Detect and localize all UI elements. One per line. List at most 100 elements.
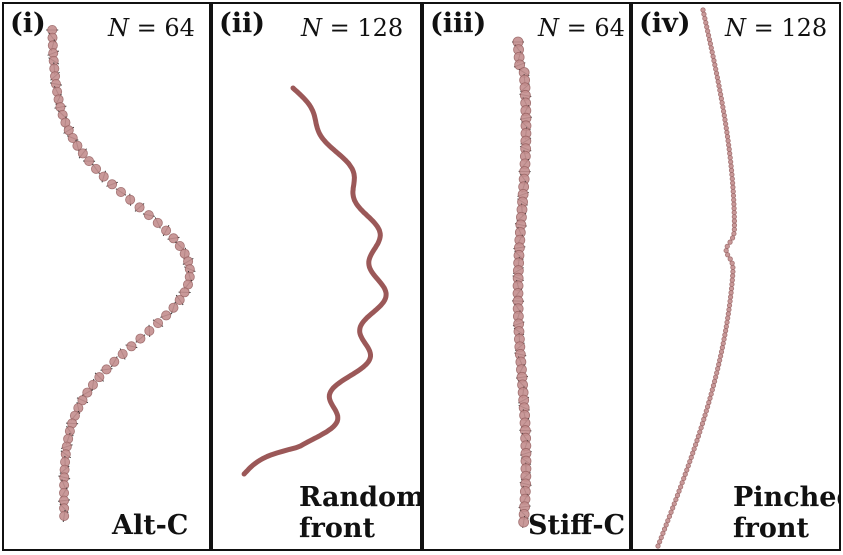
bead	[682, 471, 688, 477]
bead	[727, 239, 733, 245]
bead	[720, 340, 726, 347]
bead	[716, 361, 722, 368]
bead	[709, 49, 715, 55]
bead	[685, 463, 691, 469]
bead	[699, 421, 706, 427]
bead	[661, 526, 668, 532]
bead	[730, 188, 736, 195]
bead	[729, 176, 735, 182]
bead	[658, 534, 664, 541]
bead	[728, 290, 734, 296]
bead	[705, 28, 711, 34]
random-front-curve	[241, 85, 389, 477]
bead	[731, 218, 738, 224]
bead	[701, 11, 707, 17]
bead	[725, 315, 731, 321]
bead	[161, 310, 172, 321]
bead	[710, 53, 716, 60]
bead	[695, 433, 701, 439]
bead	[729, 171, 735, 178]
bead	[714, 370, 720, 376]
bead	[713, 374, 719, 380]
bead	[704, 24, 710, 30]
bead	[98, 171, 109, 182]
bead	[721, 112, 727, 119]
bead	[730, 269, 736, 275]
bead	[724, 319, 730, 325]
bead	[723, 247, 729, 254]
bead	[731, 197, 737, 203]
n-label-iv: N = 128	[725, 14, 828, 42]
bead	[168, 233, 179, 244]
caption-pinched-front: Pinched front	[733, 482, 839, 544]
bead	[663, 522, 669, 528]
bead	[692, 442, 699, 448]
bead	[168, 302, 179, 313]
bead	[728, 159, 734, 165]
bead	[518, 516, 530, 528]
bead	[717, 353, 724, 359]
bead	[731, 201, 737, 207]
bead	[725, 138, 731, 144]
bead	[704, 404, 711, 410]
bead	[729, 235, 736, 241]
bead	[726, 302, 733, 309]
caption-alt-c: Alt-C	[112, 510, 189, 541]
bead	[718, 96, 724, 102]
bead	[681, 475, 687, 482]
panel-label-i: (i)	[10, 8, 46, 39]
bead	[724, 134, 731, 140]
bead	[714, 74, 720, 81]
bead	[725, 252, 731, 258]
bead	[730, 184, 736, 190]
bead	[115, 186, 126, 197]
bead	[720, 108, 727, 114]
bead	[143, 210, 154, 221]
bead	[719, 100, 725, 106]
caption-line-2: front	[299, 513, 375, 545]
bead	[710, 383, 717, 389]
n-label-iii: N = 64	[538, 14, 625, 42]
bead	[728, 285, 735, 292]
caption-stiff-c: Stiff-C	[528, 510, 626, 541]
panel-ii: (ii) N = 128 Random front	[211, 2, 422, 551]
bead	[726, 307, 732, 313]
bead	[729, 277, 735, 283]
bead	[731, 214, 737, 220]
bead	[134, 202, 145, 213]
bead	[731, 222, 738, 228]
n-label-ii: N = 128	[301, 14, 404, 42]
bead	[101, 364, 112, 375]
bead	[707, 395, 713, 401]
bead	[719, 345, 725, 351]
bead	[655, 543, 661, 549]
bead	[728, 163, 734, 169]
bead	[698, 425, 704, 431]
bead	[107, 179, 118, 190]
bead	[126, 341, 137, 352]
bead	[731, 231, 737, 237]
bead	[660, 530, 666, 536]
bead	[717, 357, 723, 363]
bead	[174, 240, 185, 251]
bead	[715, 79, 721, 85]
bead	[666, 513, 673, 520]
bead	[731, 205, 737, 211]
bead	[67, 132, 78, 143]
bead	[706, 399, 712, 406]
bead	[94, 372, 105, 383]
panel-i: (i) N = 64 Alt-C	[2, 2, 211, 551]
bead	[671, 501, 677, 507]
bead	[665, 518, 671, 524]
bead	[697, 429, 703, 435]
bead	[712, 62, 718, 68]
bead	[722, 117, 728, 123]
bead	[727, 150, 733, 157]
bead	[716, 83, 722, 89]
bead	[679, 480, 685, 486]
bead	[729, 260, 735, 266]
bead	[726, 146, 732, 152]
bead	[713, 66, 719, 72]
bead	[705, 32, 712, 38]
bead	[82, 387, 93, 398]
